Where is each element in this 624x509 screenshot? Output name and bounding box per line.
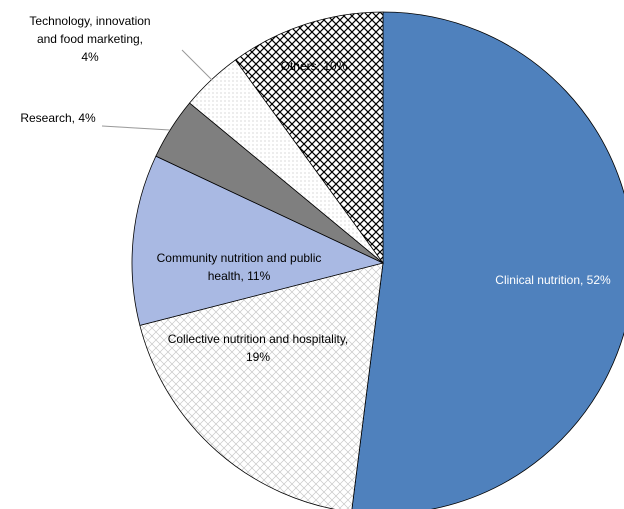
data-label: Clinical nutrition, 52% [495, 273, 611, 287]
leader-line [181, 49, 213, 81]
data-label: Collective nutrition and hospitality, 19% [168, 332, 349, 364]
pie-slice [131, 155, 385, 326]
leader-line [101, 125, 171, 131]
pie-slice [351, 11, 624, 509]
data-label: Technology, innovation and food marketing… [29, 14, 150, 64]
data-label: Research, 4% [20, 111, 96, 125]
pie-slice [139, 262, 384, 509]
pie-slice [234, 11, 384, 265]
data-label: Others, 10% [281, 59, 348, 73]
data-label: Community nutrition and public health, 11… [157, 251, 322, 283]
